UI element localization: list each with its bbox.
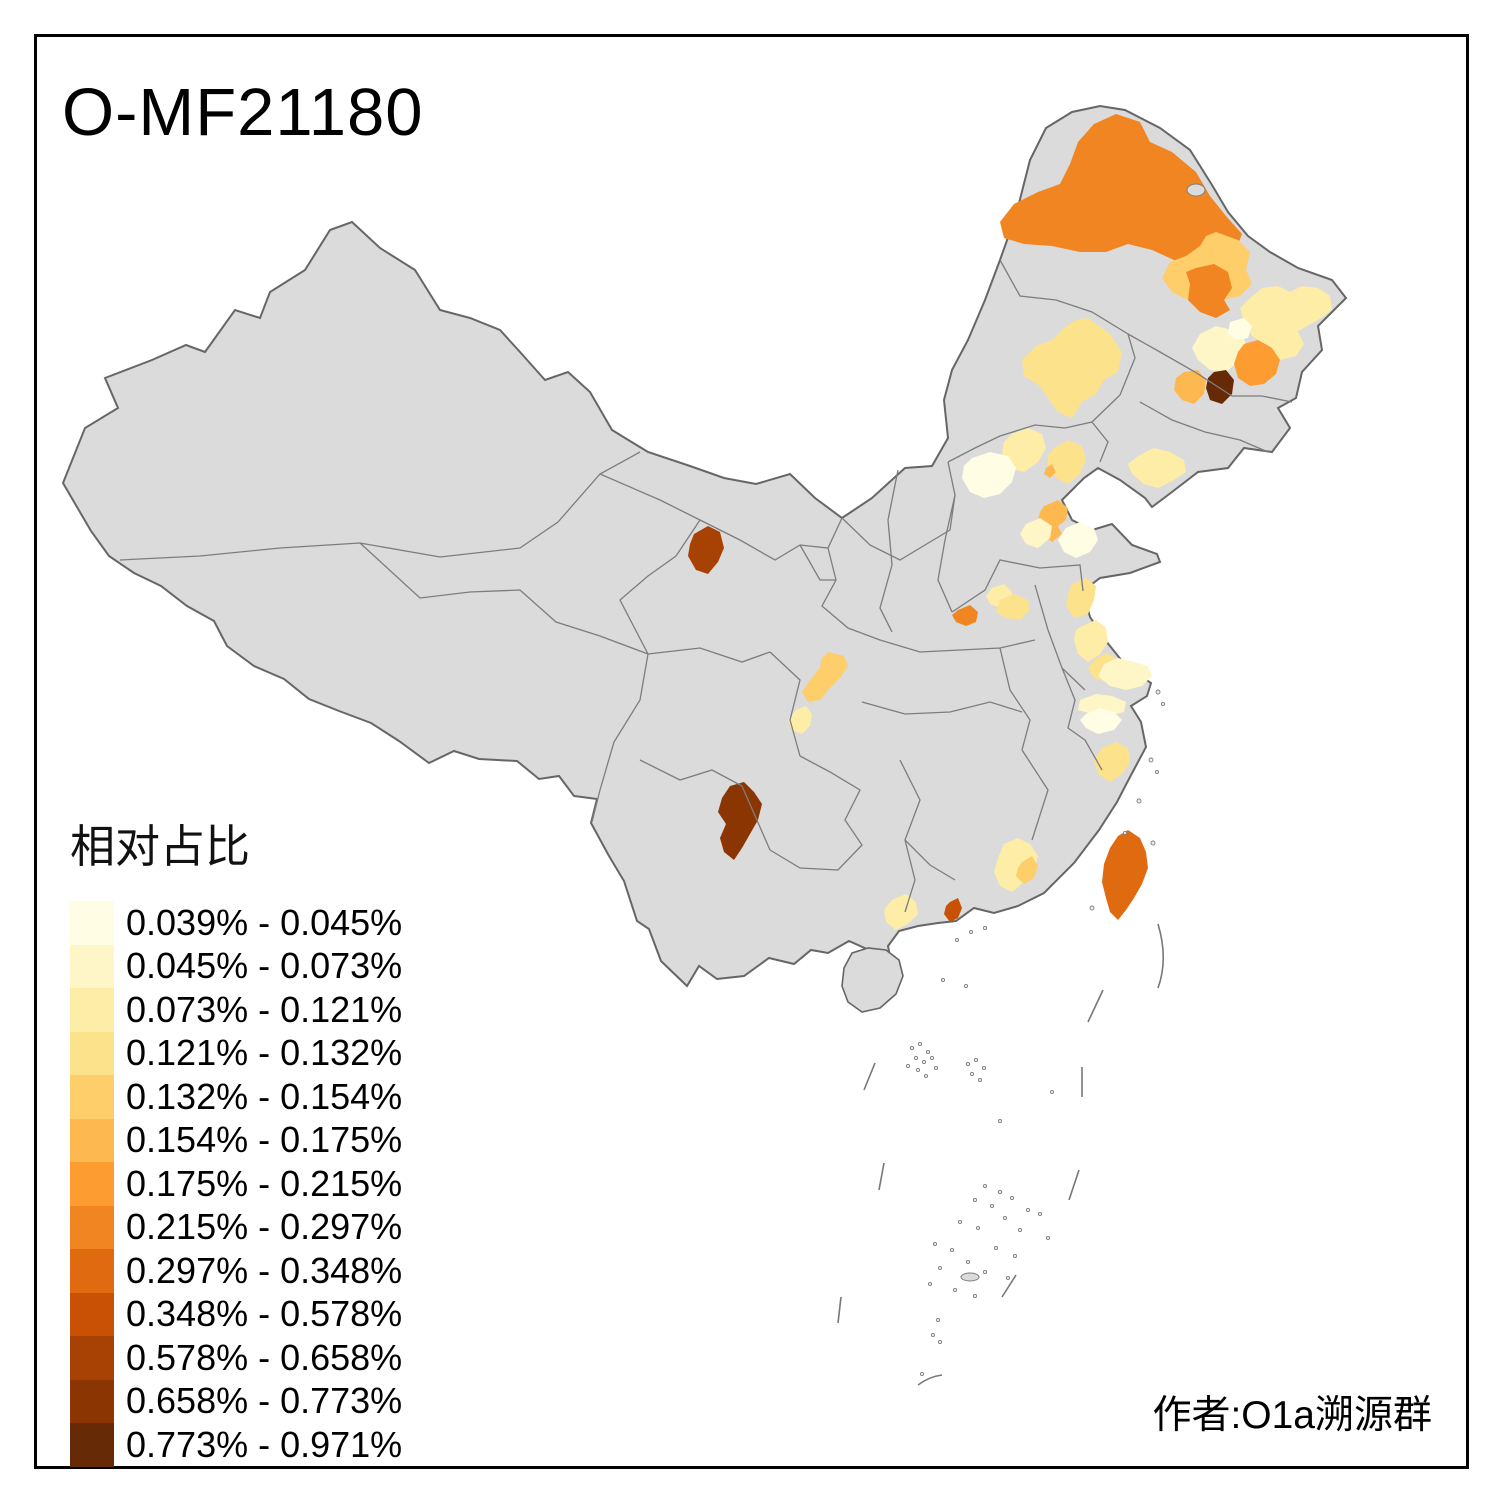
legend-swatch [70,1205,114,1249]
map-region-r29 [1098,658,1152,690]
legend-label: 0.658% - 0.773% [126,1380,403,1422]
map-region-r10 [1206,370,1234,404]
map-region-r08 [1266,328,1304,360]
legend-label: 0.121% - 0.132% [126,1032,403,1074]
map-region-r15 [1044,464,1056,478]
map-region-r23 [952,605,978,626]
legend-swatch [70,1118,114,1162]
legend-swatch [70,1031,114,1075]
map-region-r31 [1080,708,1122,734]
map-region-r20 [1066,578,1096,618]
map-region-r13 [962,452,1016,498]
legend-label: 0.773% - 0.971% [126,1423,403,1465]
legend-label: 0.039% - 0.045% [126,901,403,943]
legend-label: 0.297% - 0.348% [126,1249,403,1291]
legend-row-13: 0.773% - 0.971% [70,1423,402,1467]
legend-swatch [70,988,114,1032]
sea-boundary-dashes [837,923,1165,1386]
legend-label: 0.175% - 0.215% [126,1162,403,1204]
legend-label: 0.045% - 0.073% [126,945,403,987]
map-region-r24 [688,526,724,574]
island-dots [905,689,1166,1377]
legend-label: 0.073% - 0.121% [126,988,403,1030]
legend-row-6: 0.154% - 0.175% [70,1118,403,1162]
attribution: 作者:O1a溯源群 [1152,1394,1432,1437]
legend-row-11: 0.578% - 0.658% [70,1336,402,1380]
hainan-island [841,947,904,1013]
map-region-r11 [1174,370,1206,404]
legend-row-2: 0.045% - 0.073% [70,944,403,988]
map-region-r30 [1078,694,1126,716]
legend: 相对占比 0.039% - 0.045% 0.045% - 0.073% 0.073… [70,810,402,1467]
map-region-r33 [718,782,762,860]
small-island [960,1272,980,1282]
map-region-r32 [1094,742,1130,782]
legend-row-7: 0.175% - 0.215% [70,1162,402,1206]
legend-entries: 0.039% - 0.045% 0.045% - 0.073% 0.073% - 0… [70,901,402,1467]
map-region-r09 [1234,340,1280,386]
legend-row-12: 0.658% - 0.773% [70,1379,403,1423]
map-region-r38 [1102,830,1148,920]
map-region-r05 [1022,318,1122,418]
legend-row-8: 0.215% - 0.297% [70,1205,403,1249]
legend-label: 0.578% - 0.658% [126,1336,403,1378]
plot-title: O-MF21180 [62,75,424,150]
legend-label: 0.215% - 0.297% [126,1206,403,1248]
map-region-r27 [1074,620,1108,662]
map-region-r14 [1048,440,1086,484]
map-region-r03 [1186,264,1232,318]
province-borders [119,259,1293,913]
legend-swatch [70,1249,114,1293]
plot-frame [34,34,1469,1469]
map-region-r12 [1002,428,1046,472]
legend-label: 0.132% - 0.154% [126,1075,403,1117]
legend-row-10: 0.348% - 0.578% [70,1292,403,1336]
legend-row-1: 0.039% - 0.045% [70,901,402,945]
legend-row-3: 0.073% - 0.121% [70,988,402,1032]
map-region-r35 [944,898,962,922]
legend-swatch [70,1423,114,1467]
legend-title: 相对占比 [70,821,251,872]
map-region-r07 [1228,318,1252,340]
legend-swatch [70,1162,114,1206]
legend-row-5: 0.132% - 0.154% [70,1075,402,1119]
map-region-r26 [788,706,812,734]
map-region-r36 [994,838,1038,892]
gray-enclave [1186,183,1206,197]
map-region-r37 [1016,856,1038,884]
map-region-r19 [1058,522,1098,558]
map-region-r16 [1128,448,1186,488]
legend-swatch [70,1379,114,1423]
legend-swatch [70,1336,114,1380]
map-region-r25 [802,652,848,702]
map-region-r34 [884,894,918,930]
legend-swatch [70,1075,114,1119]
map-region-r22 [996,594,1030,620]
legend-label: 0.348% - 0.578% [126,1293,403,1335]
legend-swatch [70,1292,114,1336]
legend-swatch [70,901,114,945]
legend-swatch [70,944,114,988]
legend-row-4: 0.121% - 0.132% [70,1031,403,1075]
map-region-r18 [1020,518,1052,548]
legend-row-9: 0.297% - 0.348% [70,1249,402,1293]
legend-label: 0.154% - 0.175% [126,1119,403,1161]
map-region-r04 [1240,286,1332,344]
highlighted-regions [688,114,1332,930]
map-region-r01 [1000,114,1242,272]
